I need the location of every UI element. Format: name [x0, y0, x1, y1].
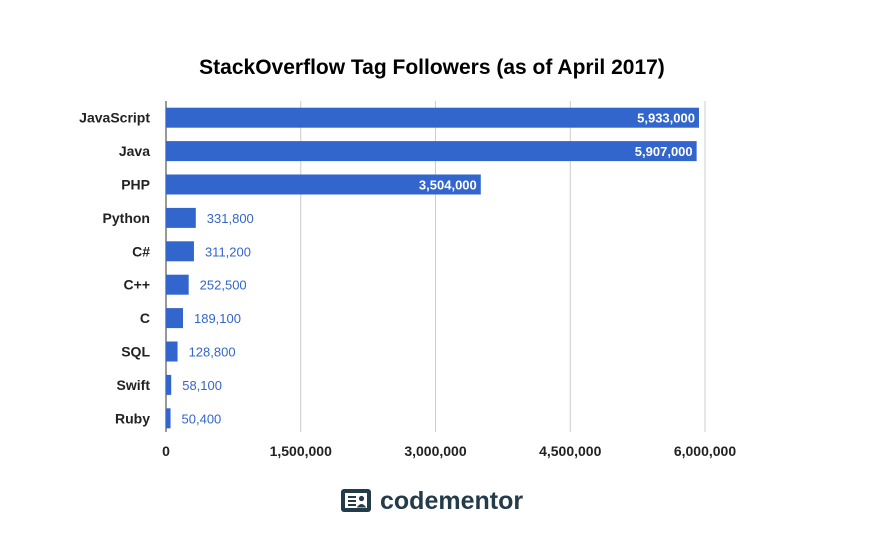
- bars: [166, 107, 699, 429]
- bar-ruby: [166, 408, 171, 429]
- chart-title: StackOverflow Tag Followers (as of April…: [199, 56, 665, 79]
- category-label: SQL: [121, 344, 150, 360]
- codementor-logo: codementor: [341, 487, 523, 515]
- x-tick-label: 0: [162, 443, 170, 459]
- x-tick-label: 3,000,000: [404, 443, 466, 459]
- data-label: 128,800: [189, 345, 236, 360]
- data-label: 50,400: [182, 411, 222, 426]
- category-label: C: [140, 310, 150, 326]
- category-label: Java: [119, 143, 150, 159]
- codementor-logo-icon: [341, 489, 371, 512]
- bar-cpp: [166, 274, 189, 295]
- category-label: PHP: [121, 177, 150, 193]
- data-label: 58,100: [182, 378, 222, 393]
- bar-sql: [166, 341, 178, 362]
- x-tick-label: 4,500,000: [539, 443, 601, 459]
- data-labels: 5,933,000 5,907,000 3,504,000 331,800 311,20…: [182, 111, 695, 427]
- category-label: C#: [132, 243, 150, 259]
- bar-javascript: [166, 107, 699, 128]
- codementor-logo-text: codementor: [380, 487, 523, 515]
- data-label: 5,933,000: [637, 111, 695, 126]
- x-tick-label: 6,000,000: [674, 443, 736, 459]
- bar-swift: [166, 374, 172, 395]
- category-label: JavaScript: [79, 110, 150, 126]
- data-label: 311,200: [205, 244, 251, 259]
- bar-python: [166, 207, 196, 228]
- x-axis-tick-labels: 0 1,500,000 3,000,000 4,500,000 6,000,000: [162, 443, 736, 459]
- category-label: Swift: [117, 377, 151, 393]
- data-label: 3,504,000: [419, 178, 477, 193]
- data-label: 331,800: [207, 211, 254, 226]
- category-labels: JavaScript Java PHP Python C# C++ C SQL Swift Rub…: [79, 110, 150, 427]
- bar-java: [166, 141, 697, 162]
- data-label: 252,500: [200, 278, 247, 293]
- data-label: 5,907,000: [635, 144, 693, 159]
- x-tick-label: 1,500,000: [270, 443, 332, 459]
- data-label: 189,100: [194, 311, 241, 326]
- category-label: C++: [124, 277, 150, 293]
- category-label: Ruby: [115, 410, 150, 426]
- category-label: Python: [103, 210, 150, 226]
- bar-c: [166, 308, 183, 329]
- bar-csharp: [166, 241, 194, 262]
- bar-php: [166, 174, 481, 195]
